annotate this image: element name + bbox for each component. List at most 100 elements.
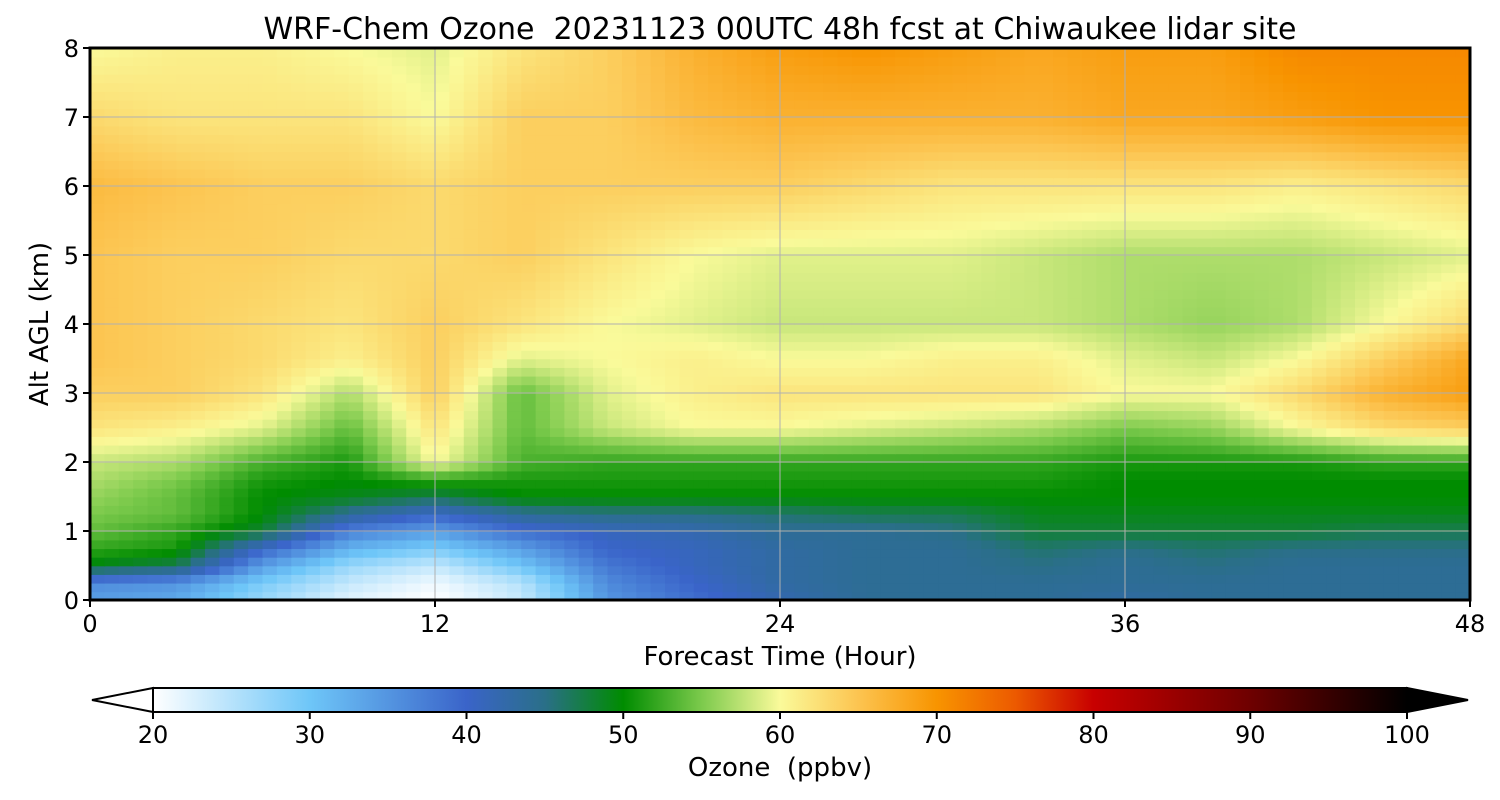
heatmap-cell	[1038, 453, 1054, 463]
heatmap-cell	[1383, 160, 1399, 170]
heatmap-cell	[463, 220, 479, 230]
heatmap-cell	[363, 246, 379, 256]
heatmap-cell	[320, 427, 336, 437]
heatmap-cell	[765, 367, 781, 377]
heatmap-cell	[420, 453, 436, 463]
heatmap-cell	[679, 375, 695, 386]
heatmap-cell	[420, 237, 436, 248]
heatmap-cell	[607, 539, 623, 550]
heatmap-cell	[506, 444, 523, 455]
heatmap-cell	[1196, 479, 1213, 489]
heatmap-cell	[377, 574, 393, 584]
heatmap-cell	[492, 358, 508, 368]
heatmap-cell	[736, 246, 753, 256]
heatmap-cell	[190, 522, 206, 532]
heatmap-cell	[851, 280, 868, 291]
heatmap-cell	[665, 591, 681, 600]
heatmap-cell	[147, 496, 163, 506]
heatmap-cell	[219, 548, 235, 558]
heatmap-cell	[104, 272, 120, 282]
heatmap-cell	[205, 186, 221, 196]
heatmap-cell	[1024, 263, 1040, 274]
heatmap-cell	[851, 548, 868, 558]
heatmap-cell	[435, 548, 451, 558]
heatmap-cell	[880, 384, 896, 394]
heatmap-cell	[1254, 410, 1270, 420]
heatmap-cell	[449, 203, 465, 213]
heatmap-cell	[866, 280, 882, 291]
heatmap-cell	[320, 565, 336, 575]
heatmap-cell	[1369, 393, 1385, 403]
heatmap-cell	[952, 505, 968, 515]
heatmap-cell	[1053, 237, 1069, 248]
heatmap-cell	[1010, 418, 1026, 429]
heatmap-cell	[1340, 246, 1356, 256]
heatmap-cell	[435, 367, 451, 377]
heatmap-cell	[90, 487, 106, 498]
heatmap-cell	[406, 177, 422, 187]
heatmap-cell	[621, 168, 638, 179]
heatmap-cell	[219, 487, 235, 498]
heatmap-cell	[147, 367, 163, 377]
heatmap-cell	[751, 246, 767, 256]
heatmap-cell	[478, 246, 494, 256]
heatmap-cell	[1369, 591, 1385, 600]
heatmap-cell	[722, 306, 738, 317]
heatmap-cell	[1254, 315, 1270, 325]
heatmap-cell	[1182, 211, 1198, 222]
heatmap-cell	[1010, 556, 1026, 567]
heatmap-cell	[305, 280, 321, 291]
heatmap-cell	[190, 160, 206, 170]
heatmap-cell	[420, 306, 436, 317]
heatmap-cell	[1383, 496, 1399, 506]
heatmap-cell	[851, 539, 868, 550]
heatmap-cell	[262, 246, 278, 256]
heatmap-cell	[463, 410, 479, 420]
heatmap-cell	[1182, 324, 1198, 334]
heatmap-cell	[406, 427, 422, 437]
heatmap-cell	[435, 393, 451, 403]
heatmap-cell	[564, 306, 580, 317]
heatmap-cell	[708, 280, 724, 291]
heatmap-cell	[1268, 168, 1284, 179]
heatmap-cell	[981, 582, 997, 593]
heatmap-cell	[938, 263, 954, 274]
heatmap-cell	[190, 280, 206, 291]
heatmap-cell	[607, 341, 623, 351]
heatmap-cell	[693, 496, 709, 506]
heatmap-cell	[1182, 410, 1198, 420]
heatmap-cell	[765, 436, 781, 446]
heatmap-cell	[722, 332, 738, 343]
heatmap-cell	[650, 418, 666, 429]
heatmap-cell	[276, 418, 293, 429]
heatmap-cell	[621, 186, 638, 196]
heatmap-cell	[176, 384, 192, 394]
heatmap-cell	[679, 211, 695, 222]
heatmap-cell	[1225, 246, 1241, 256]
heatmap-cell	[1096, 539, 1112, 550]
heatmap-cell	[665, 513, 681, 524]
heatmap-cell	[1096, 220, 1112, 230]
heatmap-cell	[923, 229, 939, 239]
heatmap-cell	[808, 427, 824, 437]
heatmap-cell	[363, 177, 379, 187]
heatmap-cell	[1081, 539, 1098, 550]
heatmap-cell	[276, 410, 293, 420]
heatmap-cell	[190, 591, 206, 600]
heatmap-cell	[305, 522, 321, 532]
heatmap-cell	[650, 324, 666, 334]
heatmap-cell	[1081, 160, 1098, 170]
heatmap-cell	[780, 470, 796, 481]
heatmap-cell	[650, 349, 666, 360]
heatmap-cell	[995, 289, 1011, 299]
heatmap-cell	[995, 349, 1011, 360]
heatmap-cell	[1038, 401, 1054, 412]
heatmap-cell	[1355, 160, 1371, 170]
heatmap-cell	[823, 393, 839, 403]
heatmap-cell	[219, 436, 235, 446]
heatmap-cell	[1326, 341, 1342, 351]
heatmap-cell	[751, 453, 767, 463]
heatmap-cell	[1139, 160, 1155, 170]
heatmap-cell	[909, 522, 925, 532]
heatmap-cell	[751, 272, 767, 282]
